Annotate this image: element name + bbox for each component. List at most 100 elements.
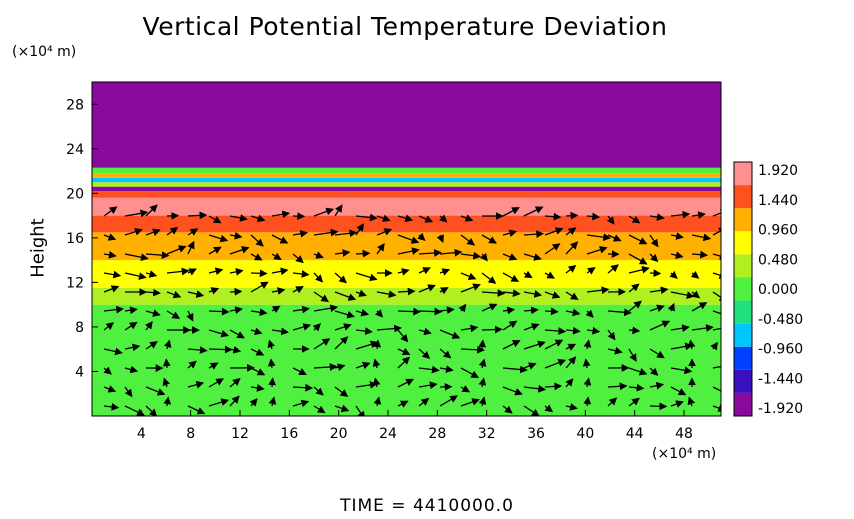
- wind-vector: [313, 405, 326, 414]
- vector-field: [103, 204, 721, 416]
- wind-vector: [271, 327, 289, 336]
- wind-vector: [479, 252, 488, 262]
- wind-vector: [544, 359, 567, 369]
- wind-vector: [103, 305, 125, 314]
- wind-vector: [187, 405, 206, 415]
- wind-vector: [313, 272, 324, 283]
- wind-vector: [397, 287, 416, 296]
- x-tick-label: 16: [280, 426, 298, 442]
- wind-vector: [163, 396, 172, 407]
- wind-vector: [397, 307, 422, 316]
- wind-vector: [691, 290, 701, 299]
- colorbar: 1.920 1.440 0.960 0.480 0.000 -0.480 -0.960 -1.…: [733, 161, 803, 417]
- wind-vector: [502, 229, 518, 238]
- wind-vector: [187, 211, 208, 220]
- wind-vector: [481, 272, 497, 284]
- wind-vector: [103, 270, 122, 279]
- wind-vector: [187, 268, 197, 276]
- wind-vector: [712, 386, 721, 392]
- heatmap-band-10: [92, 173, 721, 178]
- x-axis-unit: (×10⁴ m): [652, 446, 717, 462]
- wind-vector: [481, 303, 498, 312]
- y-tick-label: 12: [66, 275, 84, 291]
- wind-vector: [712, 362, 721, 371]
- wind-vector: [478, 396, 487, 407]
- wind-vector: [439, 365, 454, 373]
- wind-vector: [313, 304, 339, 313]
- wind-vector: [145, 321, 153, 331]
- wind-vector: [502, 340, 521, 350]
- wind-vector: [103, 402, 120, 411]
- y-tick-label: 20: [66, 186, 84, 202]
- wind-vector: [439, 329, 461, 339]
- wind-vector: [628, 326, 641, 335]
- y-tick-label: 4: [75, 364, 84, 380]
- wind-vector: [628, 397, 640, 407]
- wind-vector: [670, 366, 693, 375]
- wind-vector: [187, 228, 199, 236]
- wind-vector: [690, 270, 700, 279]
- wind-vector: [229, 346, 242, 354]
- wind-vector: [166, 310, 181, 319]
- wind-vector: [418, 215, 434, 223]
- wind-vector: [166, 245, 187, 255]
- wind-vector: [418, 397, 430, 407]
- y-tick-label: 24: [66, 142, 84, 158]
- wind-vector: [292, 399, 310, 408]
- wind-vector: [628, 215, 641, 224]
- wind-vector: [712, 227, 721, 236]
- wind-vector: [544, 404, 554, 413]
- heatmap-band-2: [92, 260, 721, 288]
- wind-vector: [376, 243, 385, 255]
- colorbar-segment: [734, 300, 752, 324]
- wind-vector: [691, 233, 712, 242]
- wind-vector: [439, 214, 448, 223]
- wind-vector: [565, 291, 579, 301]
- wind-vector: [250, 367, 266, 376]
- wind-vector: [208, 345, 233, 354]
- colorbar-segment: [734, 346, 752, 370]
- wind-vector: [649, 234, 659, 248]
- wind-vector: [565, 343, 577, 351]
- wind-vector: [312, 323, 322, 332]
- wind-vector: [586, 212, 601, 221]
- wind-vector: [710, 341, 718, 351]
- heatmap-band-5: [92, 197, 721, 216]
- wind-vector: [103, 285, 120, 293]
- wind-vector: [460, 251, 482, 260]
- colorbar-label: 0.960: [758, 223, 798, 239]
- wind-vector: [397, 378, 414, 388]
- wind-vector: [376, 290, 397, 298]
- wind-vector: [478, 358, 487, 369]
- wind-vector: [397, 400, 409, 408]
- wind-vector: [565, 227, 577, 236]
- wind-vector: [372, 358, 381, 369]
- wind-vector: [229, 231, 243, 240]
- wind-vector: [208, 362, 219, 370]
- wind-vector: [208, 246, 222, 255]
- y-axis-ticks: 4 8 12 16 20 24 28: [66, 97, 98, 380]
- wind-vector: [397, 268, 410, 276]
- wind-vector: [523, 206, 544, 217]
- wind-vector: [565, 403, 578, 411]
- wind-vector: [397, 247, 420, 255]
- colorbar-segment: [734, 162, 752, 186]
- wind-vector: [250, 214, 266, 223]
- wind-vector: [250, 253, 263, 261]
- chart-title: Vertical Potential Temperature Deviation: [142, 12, 668, 41]
- wind-vector: [103, 251, 117, 259]
- wind-vector: [355, 308, 370, 317]
- wind-vector: [187, 360, 197, 369]
- wind-vector: [418, 327, 432, 336]
- heatmap-bands: [92, 82, 721, 416]
- wind-vector: [208, 287, 220, 295]
- wind-vector: [229, 329, 245, 339]
- wind-vector: [585, 309, 594, 318]
- wind-vector: [187, 346, 208, 354]
- wind-vector: [607, 346, 623, 355]
- colorbar-label: -0.480: [758, 312, 803, 328]
- wind-vector: [460, 398, 480, 407]
- wind-vector: [670, 400, 684, 408]
- wind-vector: [124, 386, 133, 398]
- wind-vector: [271, 234, 289, 244]
